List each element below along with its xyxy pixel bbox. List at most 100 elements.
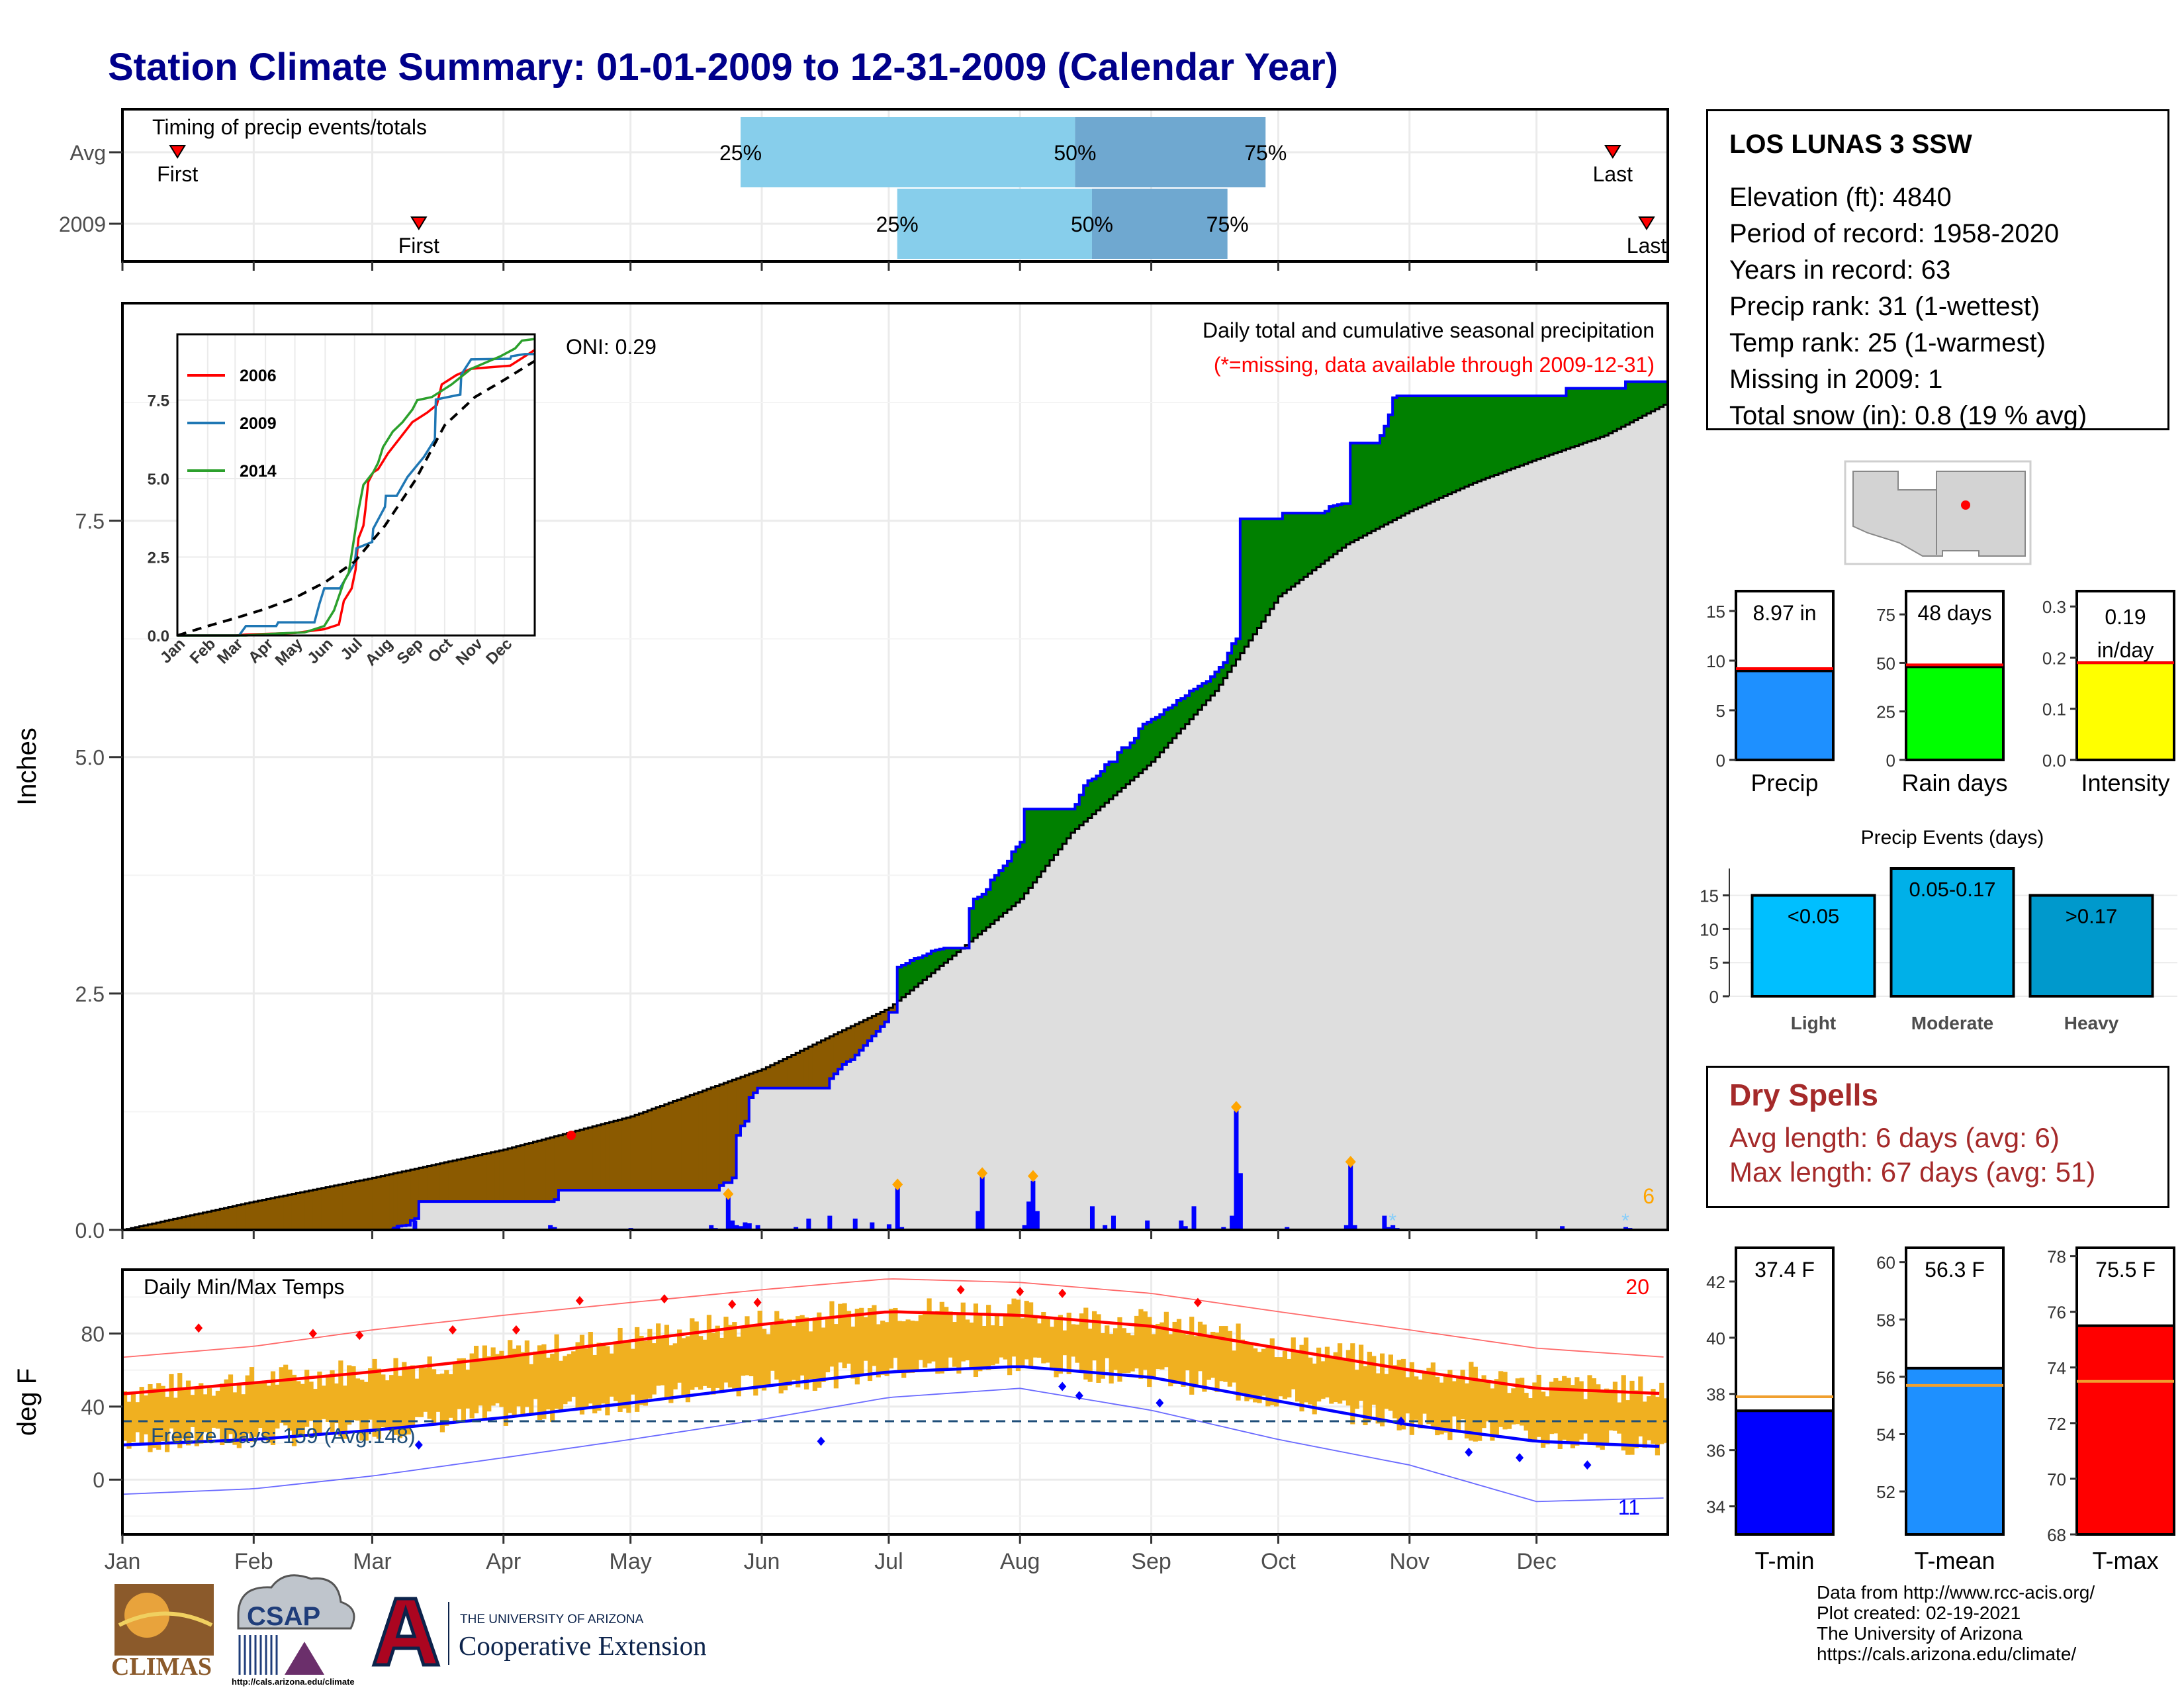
- ua-logo-small-text: THE UNIVERSITY OF ARIZONA: [460, 1613, 644, 1626]
- dry-spells-max: Max length: 67 days (avg: 51): [1729, 1156, 2096, 1188]
- temp-stats-charts: 34 36 38 40 42 37.4 F T-min 52 54 56 58 60 56.3 F T-m…: [1706, 1246, 2175, 1574]
- daily-precip-bar: [1221, 1227, 1226, 1230]
- y-tick-label: 78: [2047, 1247, 2066, 1267]
- deficit-fill: [444, 1162, 449, 1202]
- daily-temp-bar: [770, 1325, 775, 1371]
- daily-temp-bar: [1524, 1393, 1529, 1431]
- surplus-fill: [1430, 396, 1435, 502]
- timing-bar-25-50: [897, 189, 1092, 259]
- station-info-row: Precip rank: 31 (1-wettest): [1729, 292, 2040, 321]
- events-title: Precip Events (days): [1861, 827, 2044, 849]
- timing-chart: Timing of precip events/totals Avg 25% 50% 7…: [59, 108, 1669, 271]
- record-low-marker: [414, 1440, 423, 1450]
- daily-temp-bar: [575, 1342, 580, 1410]
- daily-precip-bar: [1191, 1206, 1197, 1230]
- y-tick-label: 0: [93, 1468, 105, 1492]
- surplus-fill: [986, 889, 991, 927]
- daily-precip-bar: [827, 1215, 833, 1230]
- daily-temp-bar: [931, 1314, 936, 1362]
- deficit-fill: [457, 1159, 462, 1202]
- surplus-fill: [927, 953, 932, 977]
- daily-precip-bar: [1089, 1206, 1095, 1230]
- daily-temp-bar: [279, 1367, 284, 1423]
- deficit-fill: [893, 1004, 898, 1013]
- missing-marker: *: [1388, 1210, 1396, 1232]
- timing-title: Timing of precip events/totals: [152, 115, 427, 139]
- daily-temp-bar: [389, 1375, 394, 1432]
- deficit-fill: [635, 1115, 640, 1190]
- daily-temp-bar: [872, 1305, 877, 1366]
- daily-temp-bar: [173, 1397, 178, 1442]
- daily-temp-bar: [1257, 1352, 1262, 1403]
- surplus-fill: [1202, 683, 1207, 706]
- daily-temp-bar: [817, 1312, 822, 1388]
- daily-temp-bar: [1473, 1366, 1478, 1442]
- daily-temp-bar: [567, 1354, 572, 1402]
- daily-temp-bar: [1015, 1299, 1021, 1372]
- daily-temp-bar: [745, 1316, 750, 1376]
- deficit-fill: [351, 1182, 356, 1230]
- daily-temp-bar: [1506, 1393, 1512, 1429]
- surplus-fill: [1451, 396, 1457, 492]
- deficit-fill: [698, 1092, 704, 1190]
- daily-precip-bar: [743, 1222, 748, 1230]
- daily-temp-bar: [859, 1307, 864, 1376]
- deficit-fill: [664, 1104, 669, 1190]
- daily-temp-bar: [1062, 1330, 1068, 1356]
- daily-temp-bar: [397, 1376, 403, 1438]
- surplus-fill: [1464, 396, 1469, 487]
- daily-temp-bar: [1079, 1313, 1084, 1372]
- deficit-fill: [262, 1199, 267, 1230]
- timing-p75-label: 75%: [1244, 141, 1287, 165]
- daily-temp-bar: [690, 1318, 695, 1390]
- event-bar-label: 0.05-0.17: [1909, 878, 1996, 901]
- daily-temp-bar: [1608, 1389, 1614, 1430]
- daily-temp-bar: [414, 1378, 420, 1417]
- deficit-fill: [478, 1154, 483, 1202]
- daily-precip-bar: [1179, 1220, 1184, 1230]
- timing-p75-label: 75%: [1206, 212, 1249, 236]
- surplus-fill: [1553, 396, 1559, 453]
- daily-temp-bar: [981, 1326, 987, 1367]
- deficit-fill: [181, 1217, 187, 1230]
- daily-temp-bar: [448, 1374, 453, 1418]
- daily-temp-bar: [1549, 1382, 1555, 1434]
- deficit-fill: [812, 1045, 817, 1088]
- daily-temp-bar: [588, 1332, 593, 1404]
- deficit-fill: [206, 1211, 212, 1230]
- daily-temp-bar: [224, 1379, 229, 1441]
- csap-logo-url: http://cals.arizona.edu/climate: [232, 1677, 355, 1687]
- surplus-fill: [1083, 785, 1089, 822]
- daily-temp-bar: [1320, 1361, 1326, 1399]
- deficit-fill: [821, 1040, 826, 1088]
- deficit-fill: [533, 1141, 538, 1202]
- deficit-fill: [241, 1204, 246, 1230]
- surplus-fill: [1206, 681, 1211, 700]
- daily-temp-bar: [228, 1374, 234, 1434]
- daily-precip-bar: [886, 1224, 891, 1230]
- deficit-fill: [854, 1024, 860, 1055]
- daily-temp-bar: [1036, 1323, 1042, 1358]
- daily-temp-bar: [363, 1382, 369, 1441]
- surplus-fill: [1274, 518, 1279, 603]
- daily-temp-bar: [1050, 1327, 1055, 1368]
- daily-temp-bar: [1638, 1376, 1643, 1436]
- inset-month-label: Apr: [245, 635, 277, 667]
- daily-temp-bar: [1469, 1362, 1474, 1441]
- deficit-fill: [215, 1209, 220, 1230]
- daily-temp-bar: [1359, 1344, 1364, 1401]
- deficit-fill: [494, 1151, 500, 1202]
- deficit-fill: [287, 1194, 293, 1230]
- surplus-fill: [1299, 513, 1304, 581]
- deficit-fill: [135, 1227, 140, 1230]
- deficit-fill: [330, 1186, 335, 1230]
- daily-temp-bar: [312, 1389, 318, 1436]
- surplus-fill: [939, 949, 944, 966]
- timing-last-marker: [1638, 216, 1655, 230]
- daily-temp-bar: [1451, 1381, 1457, 1417]
- surplus-fill: [1400, 396, 1406, 516]
- daily-temp-bar: [257, 1381, 263, 1429]
- surplus-fill: [1172, 705, 1177, 739]
- daily-temp-bar: [490, 1347, 496, 1406]
- csap-logo-mountain: [285, 1642, 324, 1675]
